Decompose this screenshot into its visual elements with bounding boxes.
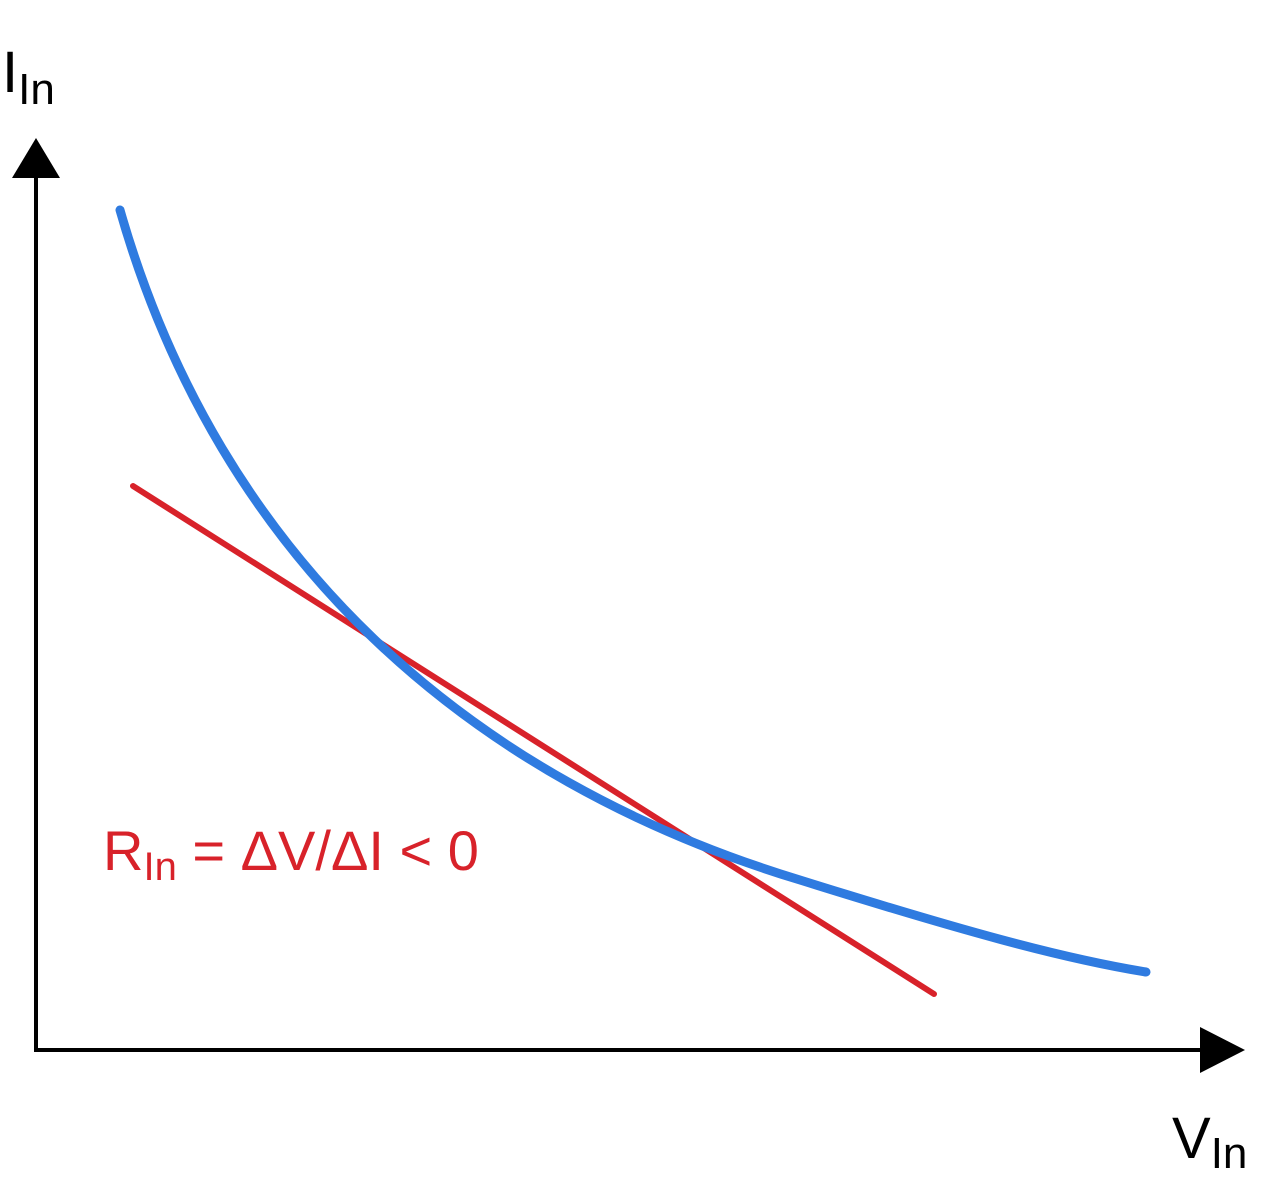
tangent-line [130,483,937,997]
resistance-annotation: RIn = ΔV/ΔI < 0 [103,819,479,889]
x-axis-label-main: V [1172,1106,1211,1171]
iv-curve [115,205,1151,977]
y-axis-label-sub: In [18,65,55,114]
x-axis-arrowhead [1200,1027,1245,1073]
annotation-prefix: R [103,819,143,882]
y-axis-label: IIn [2,40,55,114]
y-axis-label-main: I [2,40,18,105]
x-axis-label-sub: In [1211,1129,1248,1178]
y-axis-arrowhead [12,138,60,178]
x-axis-label: VIn [1172,1106,1247,1178]
annotation-sub: In [143,845,176,889]
annotation-suffix: = ΔV/ΔI < 0 [177,819,479,882]
